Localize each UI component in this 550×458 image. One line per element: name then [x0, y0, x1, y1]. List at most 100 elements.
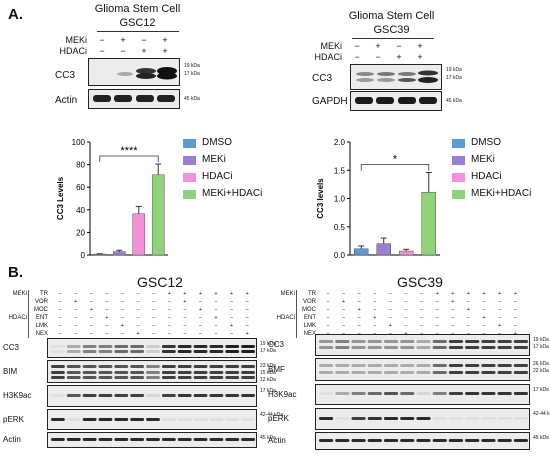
gsc39-a-treatment-mark: +	[375, 41, 381, 51]
gsc39-b-actin-label: Actin	[268, 436, 286, 445]
gsc39-b-treatment-mark: −	[419, 323, 424, 329]
gsc39-a-title-underline	[352, 38, 434, 39]
gsc12-chart-significance-label: ****	[120, 145, 138, 157]
gsc12-a-actin-bands	[89, 90, 179, 108]
gsc39-b-treatment-mark: −	[482, 307, 486, 313]
gsc12-b-treatment-mark: −	[120, 291, 124, 297]
gsc39-b-cc3-label: CC3	[268, 340, 285, 349]
gsc12-b-treatment-ent: ENT	[36, 315, 48, 321]
gsc12-b-h3k9ac-blot	[47, 385, 257, 407]
gsc12-b-treatment-mark: −	[120, 307, 124, 313]
gsc39-b-treatment-mark: −	[373, 291, 377, 297]
gsc12-chart-legend-label: DMSO	[202, 137, 232, 148]
gsc12-b-treatment-mark: +	[198, 307, 202, 313]
gsc12-b-treatment-vor: VOR	[34, 299, 48, 305]
gsc12-b-treatment-mark: −	[136, 315, 140, 321]
gsc39-b-treatment-mark: +	[451, 299, 455, 305]
gsc12-chart-bar-hdaci	[132, 213, 146, 256]
gsc12-a-treatment-mark: −	[99, 46, 105, 56]
gsc12-b-treatment-mark: −	[214, 331, 218, 337]
gsc12-a-title-line2: GSC12	[119, 17, 156, 29]
gsc12-b-treatment-nex: NEX	[35, 331, 48, 337]
gsc12-b-treatment-mark: −	[58, 315, 62, 321]
gsc39-b-treatment-mark: −	[373, 307, 377, 313]
gsc39-b-perk-label: pERK	[268, 414, 289, 423]
gsc39-b-treatment-mark: −	[419, 291, 424, 297]
gsc39-chart-legend-item: HDACi	[452, 171, 547, 184]
gsc12-b-treatment-mark: −	[229, 307, 234, 313]
gsc12-b-treatment-mark: −	[136, 291, 140, 297]
gsc39-chart-bar-hdaci	[399, 250, 414, 256]
gsc12-b-cc3-blot	[47, 338, 257, 358]
gsc39-b-treatment-mark: −	[513, 323, 517, 329]
gsc39-b-treatment-mark: +	[466, 291, 470, 297]
gsc39-b-treatment-mark: −	[419, 315, 424, 321]
gsc39-a-treatment-mark: +	[417, 52, 423, 62]
gsc12-b-treatment-divider	[28, 290, 29, 338]
gsc39-b-treatment-mark: −	[513, 299, 517, 305]
gsc39-chart-y-tick-label: 1.0	[334, 195, 346, 204]
gsc12-b-treatment-mark: −	[167, 299, 171, 305]
gsc12-chart-significance-bracket	[99, 155, 159, 163]
gsc12-b-treatment-moc: MOC	[34, 307, 48, 313]
gsc39-b-treatment-mark: −	[326, 299, 330, 305]
gsc12-b-treatment-mark: −	[89, 331, 93, 337]
gsc39-b-h3k9ac-kda: 17 kDa	[533, 387, 549, 393]
panel-a-label: A.	[8, 6, 23, 23]
gsc12-a-actin-kda: 45 kDa	[184, 96, 200, 102]
gsc12-b-treatment-mark: −	[151, 331, 156, 337]
gsc39-b-perk-kda: 42-44 kDa	[533, 411, 550, 417]
gsc39-b-treatment-mark: −	[404, 315, 408, 321]
gsc12-a-cc3-kda-17: 17 kDa	[184, 71, 200, 77]
gsc12-b-treatment-mark: −	[183, 323, 187, 329]
gsc39-b-treatment-mark: −	[482, 323, 486, 329]
gsc39-b-treatment-mark: +	[497, 291, 502, 297]
gsc12-b-treatment-mark: −	[136, 299, 140, 305]
gsc12-b-bim-kda: 23 kDa	[260, 363, 276, 369]
gsc39-b-treatment-mark: −	[497, 307, 502, 313]
gsc12-b-treatment-mark: −	[214, 323, 218, 329]
gsc12-b-group-hdaci: HDACi	[8, 315, 27, 321]
gsc39-b-treatment-mark: +	[373, 315, 377, 321]
gsc12-b-treatment-mark: +	[183, 299, 187, 305]
gsc12-b-bim-blot	[47, 360, 257, 383]
gsc39-b-h3k9ac-label: H3K9ac	[268, 389, 297, 399]
gsc12-b-treatment-mark: −	[73, 307, 78, 313]
gsc12-b-actin-label: Actin	[3, 435, 21, 444]
gsc12-a-treatment-hdaci-label: HDACi	[59, 46, 87, 56]
gsc39-chart-y-axis-label: CC3 levels	[316, 178, 325, 219]
gsc12-b-treatment-mark: +	[214, 315, 218, 321]
gsc39-b-actin-kda: 45 kDa	[533, 435, 549, 441]
gsc12-a-title-line1: Glioma Stem Cell	[94, 3, 181, 15]
gsc39-b-group-hdaci: HDACi	[276, 315, 295, 321]
gsc39-b-perk-blot	[315, 408, 530, 430]
gsc39-b-group-meki: MEKi	[280, 291, 295, 297]
gsc12-chart-y-tick-label: 40	[76, 206, 85, 215]
gsc39-b-treatment-mark: −	[388, 315, 392, 321]
gsc12-chart-bar-meki-hdaci	[151, 174, 165, 256]
gsc12-a-cc3-kda-19: 19 kDa	[184, 63, 200, 69]
gsc12-b-treatment-mark: −	[245, 323, 249, 329]
gsc12-b-treatment-lmk: LMK	[35, 323, 48, 329]
gsc39-chart-bar-dmso	[354, 248, 369, 256]
gsc39-b-treatment-moc: MOC	[302, 307, 316, 313]
gsc12-b-blots: CC3 19 kDa 17 kDa BIM 23 kDa 15 kDa 12 kDa H3K9…	[0, 338, 283, 458]
gsc39-cc3-bar-chart: 0.0 0.5 1.0 1.5 2.0 CC3 levels *	[316, 138, 440, 260]
gsc39-a-gapdh-blot	[350, 91, 442, 111]
gsc12-b-perk-bands	[48, 410, 256, 429]
gsc39-b-h3k9ac-bands	[316, 385, 529, 404]
gsc39-b-cc3-kda: 17 kDa	[533, 344, 549, 350]
gsc12-b-title: GSC12	[137, 274, 183, 290]
gsc12-b-treatment-mark: −	[105, 291, 109, 297]
gsc39-b-treatment-mark: −	[341, 291, 346, 297]
gsc39-b-treatment-mark: −	[419, 307, 424, 313]
gsc12-b-treatment-mark: −	[58, 323, 62, 329]
gsc12-chart-legend-label: MEKi	[202, 154, 226, 165]
gsc39-b-bmf-bands	[316, 359, 529, 380]
gsc12-chart-legend-item: HDACi	[183, 171, 263, 184]
gsc12-a-cc3-blot	[88, 58, 180, 86]
gsc12-b-treatment-mark: −	[245, 315, 249, 321]
gsc39-b-treatment-mark: −	[451, 315, 455, 321]
gsc12-b-actin-blot	[47, 432, 257, 448]
gsc12-b-treatment-tr: TR	[40, 291, 48, 297]
